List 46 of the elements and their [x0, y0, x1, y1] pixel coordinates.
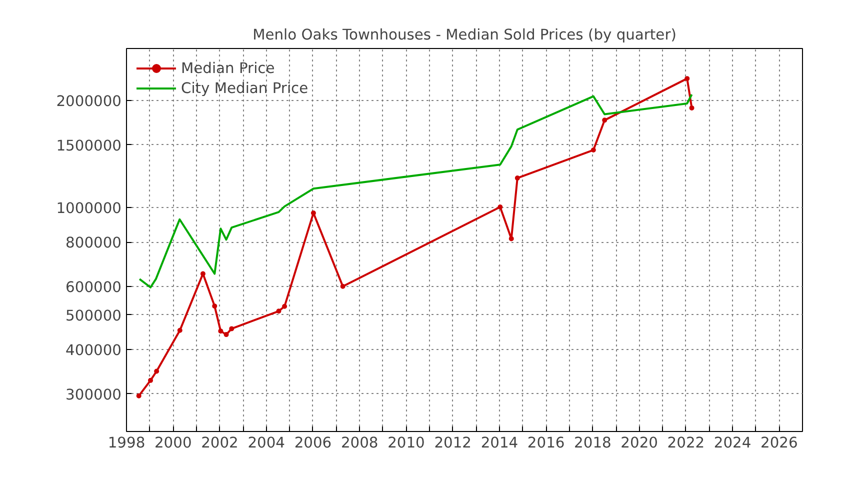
- y-tick-label: 2000000: [56, 93, 122, 110]
- y-tick-label: 500000: [66, 307, 122, 324]
- point: [218, 328, 224, 334]
- y-tick-label: 800000: [66, 234, 122, 252]
- point: [276, 308, 282, 314]
- x-tick-label: 2020: [620, 434, 658, 452]
- chart-title: Menlo Oaks Townhouses - Median Sold Prices (by quarter): [252, 26, 676, 44]
- y-tick-label: 1500000: [56, 137, 122, 154]
- x-tick-label: 2024: [714, 434, 752, 452]
- point: [498, 204, 503, 210]
- point: [340, 284, 346, 289]
- x-tick-label: 2008: [340, 434, 378, 452]
- x-tick-label: 2006: [294, 434, 332, 452]
- point: [602, 118, 608, 123]
- point: [282, 304, 288, 309]
- x-tick-label: 2010: [388, 434, 425, 452]
- legend-label: Median Price: [181, 60, 275, 76]
- point: [229, 326, 234, 332]
- legend-label: City Median Price: [181, 80, 308, 96]
- point: [212, 304, 218, 309]
- y-tick-label: 600000: [66, 279, 122, 296]
- x-tick-label: 2004: [248, 434, 286, 452]
- y-tick-label: 300000: [66, 386, 122, 404]
- x-tick-label: 1998: [108, 434, 146, 452]
- point: [684, 76, 690, 82]
- y-tick-label: 1000000: [56, 200, 122, 218]
- point: [148, 378, 154, 383]
- point: [154, 368, 160, 374]
- point: [200, 271, 206, 276]
- point: [590, 148, 596, 152]
- point: [224, 332, 229, 338]
- point: [514, 176, 520, 181]
- point: [689, 105, 694, 110]
- x-tick-label: 2002: [201, 434, 238, 452]
- point: [177, 328, 182, 333]
- x-tick-label: 2016: [527, 434, 565, 452]
- x-tick-label: 2012: [434, 434, 472, 452]
- x-tick-label: 2026: [760, 434, 798, 452]
- x-tick-label: 2022: [667, 434, 705, 452]
- point: [508, 236, 514, 242]
- point: [310, 210, 316, 216]
- x-tick-label: 2014: [480, 434, 518, 452]
- x-tick-label: 2018: [574, 434, 612, 452]
- point: [136, 393, 142, 398]
- y-tick-label: 400000: [66, 342, 122, 359]
- x-tick-label: 2000: [154, 434, 192, 452]
